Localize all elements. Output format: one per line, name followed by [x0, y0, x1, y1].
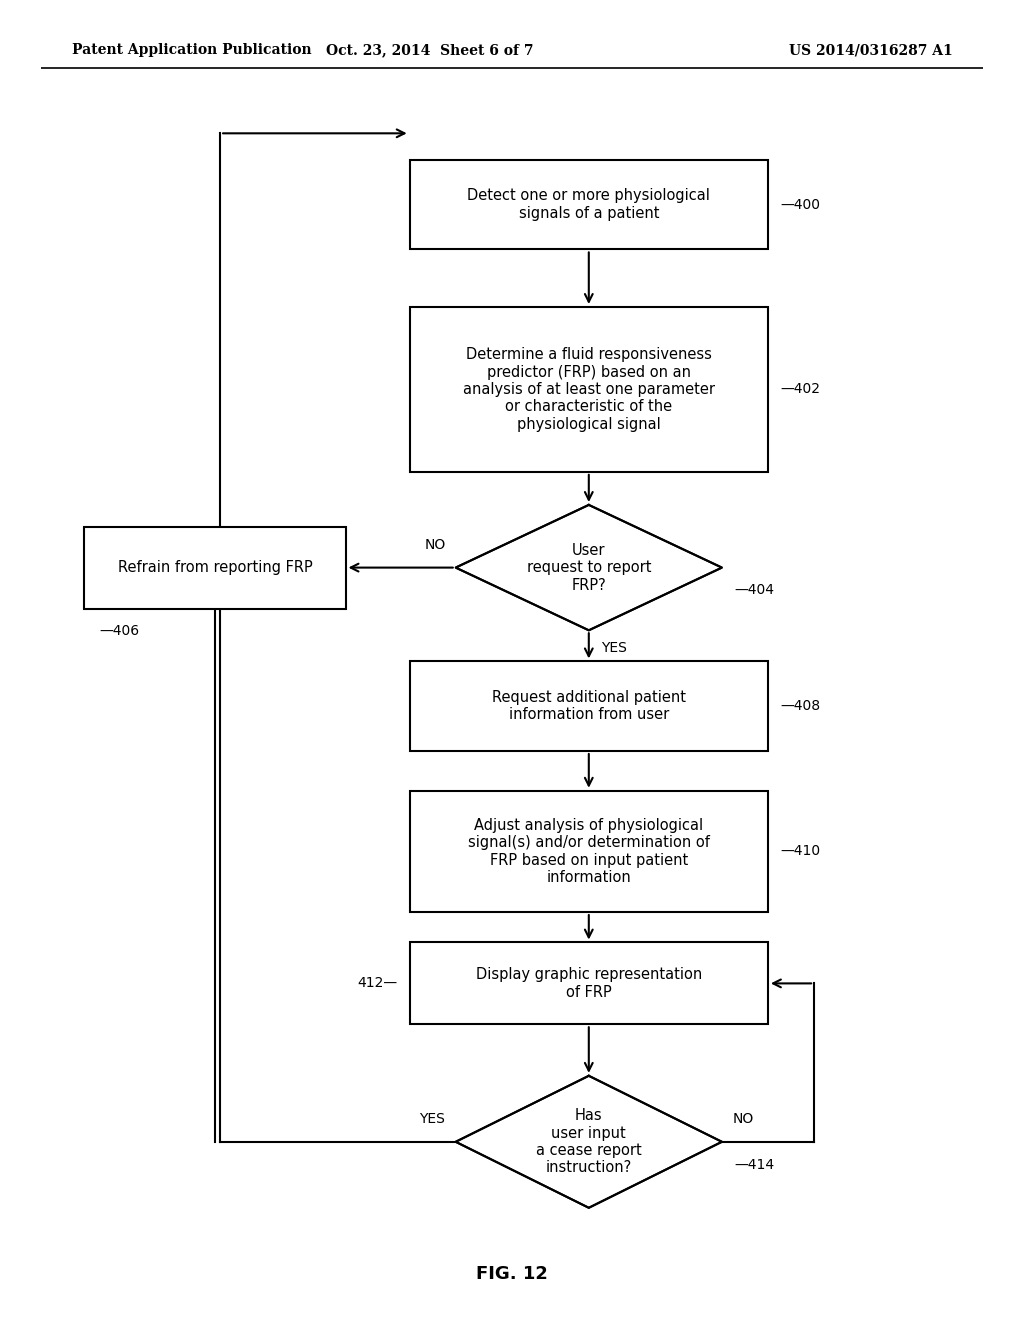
Text: NO: NO — [732, 1111, 754, 1126]
Text: —404: —404 — [734, 582, 774, 597]
Text: User
request to report
FRP?: User request to report FRP? — [526, 543, 651, 593]
Text: —400: —400 — [780, 198, 820, 211]
Text: Determine a fluid responsiveness
predictor (FRP) based on an
analysis of at leas: Determine a fluid responsiveness predict… — [463, 347, 715, 432]
Text: NO: NO — [424, 537, 445, 552]
Polygon shape — [456, 506, 722, 630]
Text: —406: —406 — [99, 624, 140, 639]
Text: YES: YES — [420, 1111, 445, 1126]
Text: Refrain from reporting FRP: Refrain from reporting FRP — [118, 560, 312, 576]
FancyBboxPatch shape — [410, 661, 768, 751]
Text: Request additional patient
information from user: Request additional patient information f… — [492, 690, 686, 722]
Text: Display graphic representation
of FRP: Display graphic representation of FRP — [476, 968, 701, 999]
Text: Adjust analysis of physiological
signal(s) and/or determination of
FRP based on : Adjust analysis of physiological signal(… — [468, 818, 710, 884]
FancyBboxPatch shape — [410, 160, 768, 249]
FancyBboxPatch shape — [410, 791, 768, 912]
FancyBboxPatch shape — [410, 306, 768, 471]
Text: —402: —402 — [780, 383, 820, 396]
FancyBboxPatch shape — [410, 942, 768, 1024]
Text: —408: —408 — [780, 700, 820, 713]
Polygon shape — [456, 1076, 722, 1208]
Text: Detect one or more physiological
signals of a patient: Detect one or more physiological signals… — [467, 189, 711, 220]
Text: Patent Application Publication: Patent Application Publication — [72, 44, 311, 57]
Text: YES: YES — [601, 642, 627, 655]
Text: —414: —414 — [734, 1158, 774, 1172]
Text: 412—: 412— — [357, 977, 397, 990]
Text: FIG. 12: FIG. 12 — [476, 1265, 548, 1283]
Text: Has
user input
a cease report
instruction?: Has user input a cease report instructio… — [536, 1109, 642, 1175]
FancyBboxPatch shape — [84, 527, 346, 609]
Text: Oct. 23, 2014  Sheet 6 of 7: Oct. 23, 2014 Sheet 6 of 7 — [327, 44, 534, 57]
Text: US 2014/0316287 A1: US 2014/0316287 A1 — [788, 44, 952, 57]
Text: —410: —410 — [780, 845, 820, 858]
